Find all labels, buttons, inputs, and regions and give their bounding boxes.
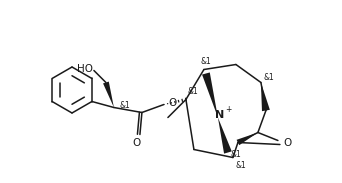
Text: +: + — [225, 106, 231, 115]
Polygon shape — [237, 132, 258, 145]
Text: O: O — [133, 137, 141, 147]
Text: O: O — [168, 98, 176, 109]
Text: &1: &1 — [231, 150, 241, 159]
Polygon shape — [202, 72, 218, 117]
Text: &1: &1 — [264, 73, 274, 82]
Polygon shape — [261, 83, 270, 111]
Text: O: O — [284, 137, 292, 147]
Polygon shape — [103, 82, 114, 107]
Text: &1: &1 — [200, 57, 211, 66]
Text: HO: HO — [77, 64, 93, 74]
Text: N: N — [215, 111, 225, 120]
Polygon shape — [218, 117, 232, 154]
Text: &1: &1 — [120, 101, 131, 110]
Text: &1: &1 — [236, 161, 246, 170]
Text: &1: &1 — [188, 87, 199, 96]
